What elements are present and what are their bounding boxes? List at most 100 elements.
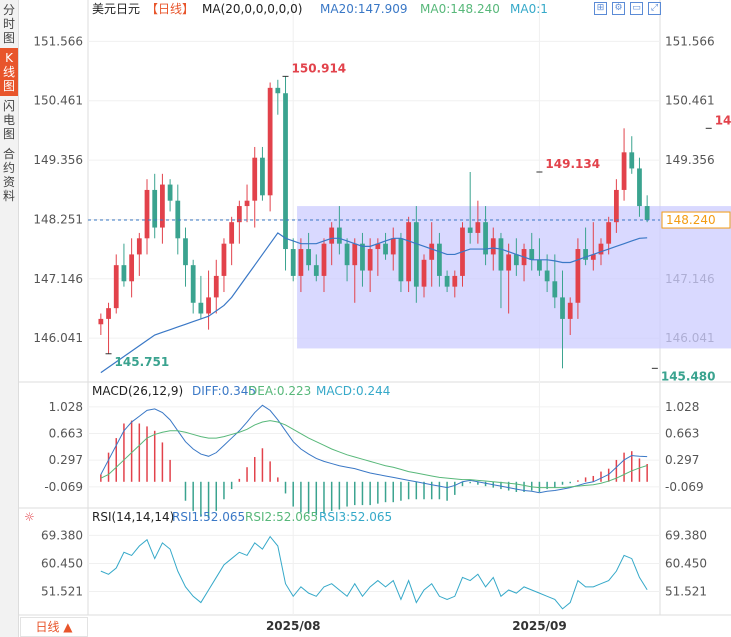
macd-ytick-left: -0.069: [44, 480, 83, 494]
macd-ytick-left: 1.028: [49, 400, 83, 414]
rsi2-label: RSI2:52.065: [245, 510, 318, 524]
candle-body: [429, 243, 435, 260]
candle-body: [637, 168, 642, 207]
candle-body: [190, 265, 196, 303]
candle-body: [336, 227, 342, 244]
tab-kline[interactable]: K线图: [0, 48, 18, 96]
candle-body: [206, 297, 211, 314]
rsi-ytick-left: 51.521: [41, 585, 83, 599]
candle-body: [329, 227, 335, 244]
candle-body: [598, 243, 604, 255]
candle-body: [467, 227, 473, 233]
range-box: [297, 206, 731, 349]
candle-body: [406, 222, 412, 282]
candle-body: [367, 249, 373, 271]
candle-body: [344, 243, 350, 266]
candle-body: [552, 281, 558, 298]
candle-body: [506, 254, 512, 271]
candle-body: [490, 238, 496, 255]
kline-ytick-right: 150.461: [665, 94, 715, 108]
macd-ytick-right: -0.069: [665, 480, 704, 494]
current-price-label: 148.240: [666, 213, 716, 227]
candle-body: [267, 87, 273, 196]
candle-body: [290, 249, 296, 276]
tab-timeshare[interactable]: 分时图: [0, 0, 18, 48]
candle-body: [283, 93, 288, 250]
candle-body: [260, 157, 265, 196]
candle-body: [160, 184, 165, 228]
header-ma-label: MA(20,0,0,0,0,0): [202, 2, 302, 16]
candle-body: [229, 222, 235, 244]
candle-body: [236, 206, 242, 223]
ma20-line: [100, 232, 648, 374]
candle-body: [298, 249, 304, 276]
candle-body: [252, 157, 258, 201]
tab-kline-label: K线图: [2, 51, 15, 93]
tab-lightning[interactable]: 闪电图: [0, 96, 18, 144]
fullscreen-icon[interactable]: ⊞: [594, 2, 607, 15]
candle-body: [352, 243, 358, 266]
candle-body: [475, 222, 481, 233]
candle-body: [575, 249, 581, 303]
tab-lightning-label: 闪电图: [2, 99, 15, 141]
header-pair: 美元日元: [92, 2, 140, 16]
settings-icon[interactable]: ⚙: [612, 2, 625, 15]
rsi-ytick-left: 69.380: [41, 528, 83, 542]
macd-ytick-left: 0.663: [49, 426, 83, 440]
macd-ytick-left: 0.297: [49, 453, 83, 467]
rsi1-label: RSI1:52.065: [172, 510, 245, 524]
macd-dea-label: DEA:0.223: [248, 384, 311, 398]
tab-contract-info-label: 合约资料: [2, 147, 15, 203]
candle-body: [437, 243, 442, 276]
candle-body: [613, 189, 619, 223]
window-icon[interactable]: ▭: [630, 2, 643, 15]
kline-ytick-left: 150.461: [33, 94, 83, 108]
macd-ytick-right: 0.297: [665, 453, 699, 467]
candle-body: [421, 259, 427, 287]
candle-body: [106, 308, 111, 319]
rsi-ytick-right: 60.450: [665, 556, 707, 570]
x-tick-label: 2025/08: [266, 619, 320, 633]
toolbar-icons: ⊞ ⚙ ▭ ⤢: [594, 2, 661, 15]
expand-icon[interactable]: ⤢: [648, 2, 661, 15]
candle-body: [167, 184, 173, 201]
candle-body: [152, 189, 158, 228]
candle-body: [560, 297, 565, 319]
macd-title: MACD(26,12,9): [92, 384, 183, 398]
candle-body: [629, 152, 635, 169]
candle-body: [98, 318, 104, 325]
candle-body: [606, 222, 612, 244]
price-annotation: 150.914: [292, 61, 347, 75]
candle-body: [113, 265, 119, 309]
rsi-line: [100, 535, 648, 610]
kline-ytick-left: 151.566: [33, 34, 83, 48]
macd-dea-line: [100, 420, 648, 489]
candle-body: [529, 249, 535, 260]
tab-timeshare-label: 分时图: [2, 3, 15, 45]
candle-body: [321, 243, 327, 276]
period-selector-button[interactable]: 日线 ▲: [20, 617, 88, 637]
kline-ytick-left: 147.146: [33, 272, 83, 286]
kline-ytick-right: 151.566: [665, 34, 715, 48]
candle-body: [136, 238, 142, 255]
macd-ytick-right: 1.028: [665, 400, 699, 414]
candle-body: [398, 238, 404, 282]
price-annotation: 149.134: [545, 157, 600, 171]
header-ma0a: MA0:148.240: [420, 2, 500, 16]
header-ma0b: MA0:1: [510, 2, 548, 16]
candle-body: [567, 302, 573, 319]
candle-body: [644, 206, 650, 221]
candle-body: [313, 265, 319, 276]
rsi-ytick-left: 60.450: [41, 556, 83, 570]
candle-body: [513, 254, 519, 266]
candle-body: [183, 238, 188, 266]
candle-body: [144, 189, 150, 239]
kline-ytick-left: 146.041: [33, 331, 83, 345]
candle-body: [175, 200, 181, 239]
header-ma20: MA20:147.909: [320, 2, 408, 16]
tab-contract-info[interactable]: 合约资料: [0, 144, 18, 206]
candle-body: [583, 249, 588, 260]
candle-body: [213, 275, 219, 298]
kline-ytick-left: 149.356: [33, 153, 83, 167]
